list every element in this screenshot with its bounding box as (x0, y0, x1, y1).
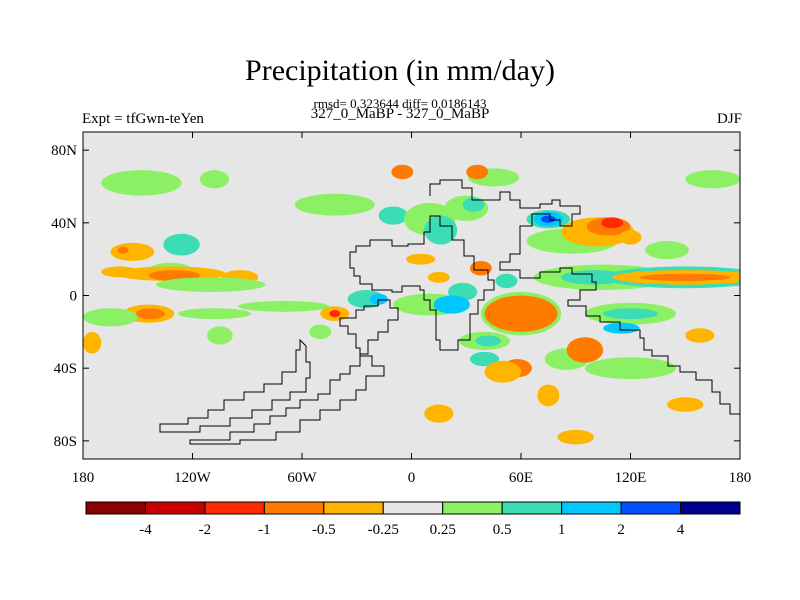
anomaly-patch (484, 360, 521, 383)
anomaly-patch (110, 242, 155, 261)
colorbar-swatch (561, 501, 622, 515)
anomaly-patch (603, 308, 658, 320)
x-tick-label: 180 (72, 470, 95, 486)
y-axis: 80N 40N 0 40S 80S (51, 143, 740, 450)
anomaly-patch (667, 397, 704, 412)
colorbar-swatch (85, 501, 146, 515)
anomaly-patch (619, 230, 642, 245)
anomaly-patch (177, 308, 251, 320)
colorbar-swatch (501, 501, 563, 515)
anomaly-patch (309, 324, 332, 340)
anomaly-patch (433, 295, 470, 314)
y-tick-label: 40S (54, 361, 77, 377)
anomaly-patch (83, 308, 138, 327)
anomaly-patch (469, 351, 500, 367)
anomaly-patch (427, 271, 450, 283)
colorbar-swatch (144, 501, 206, 515)
colorbar-swatch (382, 501, 444, 515)
americas-outline (189, 299, 399, 445)
experiment-label: Expt = tfGwn-teYen (82, 111, 204, 127)
anomaly-patch (685, 170, 740, 189)
colorbar-label: -1 (258, 522, 271, 538)
stats-text: rmsd= 0.323644 diff= 0.0186143 (313, 96, 487, 111)
anomaly-patch (378, 206, 408, 225)
x-tick-label: 60W (287, 470, 317, 486)
colorbar-swatch (204, 501, 265, 515)
anomaly-patch (238, 300, 330, 312)
x-tick-label: 120E (615, 470, 647, 486)
anomaly-patch (475, 335, 501, 347)
anomaly-patch (601, 217, 624, 229)
colorbar-label: 0.25 (430, 522, 456, 538)
anomaly-patch (685, 328, 715, 343)
anomaly-patch (537, 384, 560, 407)
anomaly-patch (406, 253, 436, 265)
colorbar: -4 -2 -1 -0.5 -0.25 0.25 0.5 1 2 4 (85, 501, 741, 538)
anomaly-layer (83, 164, 740, 445)
anomaly-patch (469, 260, 492, 276)
colorbar-label: -0.5 (312, 522, 336, 538)
y-tick-label: 80S (54, 434, 77, 450)
anomaly-patch (462, 197, 485, 212)
colorbar-label: 0.5 (493, 522, 512, 538)
anomaly-patch (117, 246, 129, 254)
colorbar-swatch (323, 501, 384, 515)
anomaly-patch (424, 215, 458, 245)
case-label: 327_0_MaBP - 327_0_MaBP (310, 106, 490, 122)
anomaly-patch (135, 308, 166, 320)
anomaly-patch (163, 233, 200, 256)
x-tick-label: 180 (729, 470, 752, 486)
y-tick-label: 80N (51, 143, 77, 159)
colorbar-swatch (620, 501, 682, 515)
anomaly-patch (484, 295, 558, 332)
anomaly-patch (424, 404, 454, 423)
y-tick-label: 40N (51, 216, 77, 232)
anomaly-patch (391, 164, 414, 180)
anomaly-patch (294, 193, 375, 216)
continent-outline (429, 179, 740, 415)
anomaly-patch (101, 170, 182, 196)
anomaly-patch (156, 277, 266, 292)
x-tick-label: 120W (174, 470, 212, 486)
anomaly-patch (369, 293, 388, 305)
chart-title: Precipitation (in mm/day) (245, 54, 555, 87)
anomaly-patch (557, 429, 594, 445)
anomaly-patch (466, 164, 489, 180)
anomaly-patch (207, 326, 233, 345)
anomaly-patch (101, 266, 138, 278)
colorbar-label: -0.25 (368, 522, 399, 538)
anomaly-patch (639, 273, 731, 281)
anomaly-patch (584, 357, 677, 380)
colorbar-swatch (442, 501, 503, 515)
colorbar-label: 4 (677, 522, 685, 538)
y-tick-label: 0 (70, 289, 78, 305)
anomaly-patch (83, 331, 102, 354)
africa-outline (349, 215, 495, 351)
anomaly-patch (199, 170, 229, 189)
anomaly-patch (645, 241, 689, 260)
x-tick-label: 0 (408, 470, 416, 486)
colorbar-swatch (263, 501, 325, 515)
colorbar-label: -4 (139, 522, 152, 538)
colorbar-label: -2 (199, 522, 212, 538)
anomaly-patch (541, 215, 556, 223)
anomaly-patch (329, 310, 341, 318)
x-tick-label: 60E (509, 470, 533, 486)
anomaly-patch (495, 273, 518, 289)
anomaly-patch (566, 337, 604, 363)
anomaly-patch (603, 322, 640, 334)
season-label: DJF (716, 111, 742, 127)
colorbar-label: 1 (558, 522, 566, 538)
x-axis: 180 120W 60W 0 60E 120E 180 (72, 132, 752, 486)
colorbar-swatch (680, 501, 741, 515)
colorbar-label: 2 (617, 522, 625, 538)
antarctic-outline (159, 338, 311, 433)
